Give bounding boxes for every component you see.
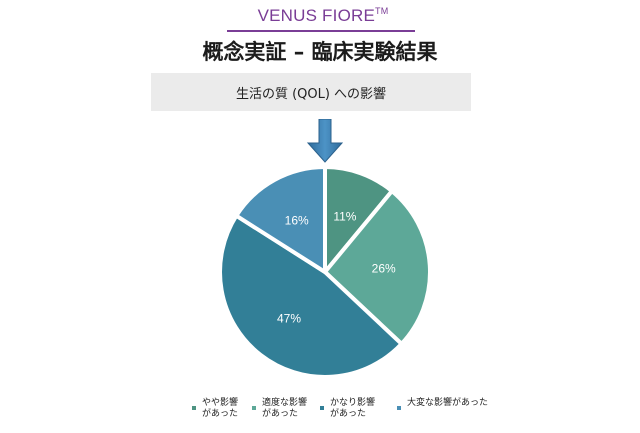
brand-name: VENUS FIORE xyxy=(257,6,376,25)
pie-slice-4 xyxy=(233,164,327,276)
subtitle-text: 生活の質 (QOL) への影響 xyxy=(235,86,387,102)
legend-label: やや影響 があった xyxy=(202,398,239,419)
legend-label: 大変な影響があった xyxy=(407,398,489,408)
legend-swatch xyxy=(320,406,324,410)
brand-underline xyxy=(227,30,415,32)
pie-slice-label-2: 26% xyxy=(372,261,396,275)
chart-legend: やや影響 があった 適度な影響 があった かなり影響 があった 大変な影響があった xyxy=(0,398,640,428)
trademark-mark: TM xyxy=(375,6,389,16)
subtitle-box: 生活の質 (QOL) への影響 xyxy=(151,73,471,111)
pie-slice-3 xyxy=(218,212,405,379)
page-title: 概念実証 – 臨床実験結果 xyxy=(202,40,438,64)
pie-slice-label-1: 11% xyxy=(333,210,356,224)
pie-slice-label-3: 47% xyxy=(277,312,301,326)
brand-logo: VENUS FIORETM xyxy=(218,6,428,26)
pie-slices xyxy=(218,164,432,379)
pie-slice-1 xyxy=(323,164,395,278)
legend-item-1: やや影響 があった xyxy=(192,398,238,420)
legend-swatch xyxy=(252,406,256,410)
pie-slice-label-4: 16% xyxy=(285,214,309,228)
pie-slice-labels: 11% 26% 47% 16% xyxy=(277,210,396,326)
down-arrow-icon xyxy=(306,119,344,163)
legend-swatch xyxy=(397,406,401,410)
legend-label: 適度な影響 があった xyxy=(262,398,308,419)
legend-item-3: かなり影響 があった xyxy=(320,398,375,420)
pie-slice-2 xyxy=(322,188,432,347)
legend-item-2: 適度な影響 があった xyxy=(252,398,307,420)
legend-swatch xyxy=(192,406,196,410)
legend-label: かなり影響 があった xyxy=(330,398,376,419)
legend-item-4: 大変な影響があった xyxy=(397,398,488,410)
